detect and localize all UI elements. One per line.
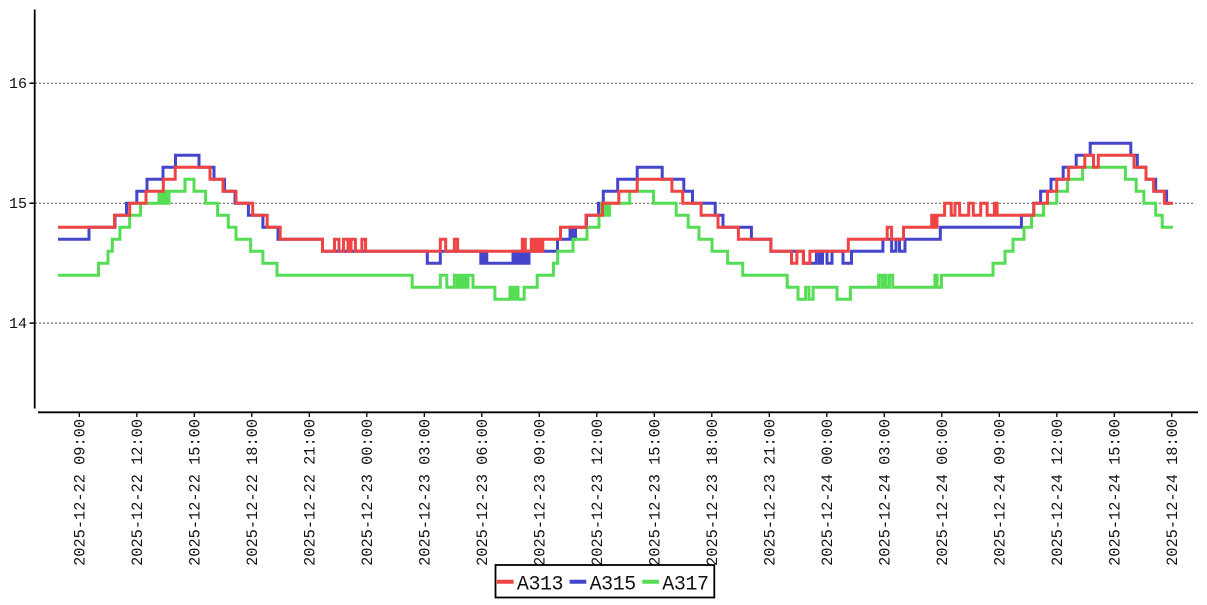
svg-text:2025-12-23 03:00: 2025-12-23 03:00 xyxy=(416,419,434,566)
svg-text:A317: A317 xyxy=(662,574,708,597)
svg-text:2025-12-24 03:00: 2025-12-24 03:00 xyxy=(876,419,894,566)
svg-text:15: 15 xyxy=(9,196,27,213)
svg-text:2025-12-24 15:00: 2025-12-24 15:00 xyxy=(1106,419,1124,566)
svg-text:2025-12-24 00:00: 2025-12-24 00:00 xyxy=(819,419,837,566)
svg-text:2025-12-23 18:00: 2025-12-23 18:00 xyxy=(704,419,722,566)
svg-text:2025-12-23 00:00: 2025-12-23 00:00 xyxy=(359,419,377,566)
svg-text:2025-12-22 21:00: 2025-12-22 21:00 xyxy=(301,419,319,566)
svg-text:2025-12-23 09:00: 2025-12-23 09:00 xyxy=(531,419,549,566)
svg-text:2025-12-22 18:00: 2025-12-22 18:00 xyxy=(244,419,262,566)
svg-text:A313: A313 xyxy=(517,574,563,597)
svg-text:2025-12-22 15:00: 2025-12-22 15:00 xyxy=(186,419,204,566)
svg-text:2025-12-23 21:00: 2025-12-23 21:00 xyxy=(761,419,779,566)
svg-text:2025-12-22 12:00: 2025-12-22 12:00 xyxy=(129,419,147,566)
svg-text:2025-12-23 15:00: 2025-12-23 15:00 xyxy=(646,419,664,566)
svg-text:16: 16 xyxy=(9,76,27,93)
svg-text:A315: A315 xyxy=(590,574,636,597)
svg-text:2025-12-24 18:00: 2025-12-24 18:00 xyxy=(1164,419,1182,566)
svg-text:2025-12-22 09:00: 2025-12-22 09:00 xyxy=(71,419,89,566)
svg-text:2025-12-23 12:00: 2025-12-23 12:00 xyxy=(589,419,607,566)
svg-text:2025-12-24 06:00: 2025-12-24 06:00 xyxy=(934,419,952,566)
svg-text:2025-12-23 06:00: 2025-12-23 06:00 xyxy=(474,419,492,566)
svg-text:2025-12-24 09:00: 2025-12-24 09:00 xyxy=(991,419,1009,566)
svg-text:14: 14 xyxy=(9,316,27,333)
svg-text:2025-12-24 12:00: 2025-12-24 12:00 xyxy=(1049,419,1067,566)
